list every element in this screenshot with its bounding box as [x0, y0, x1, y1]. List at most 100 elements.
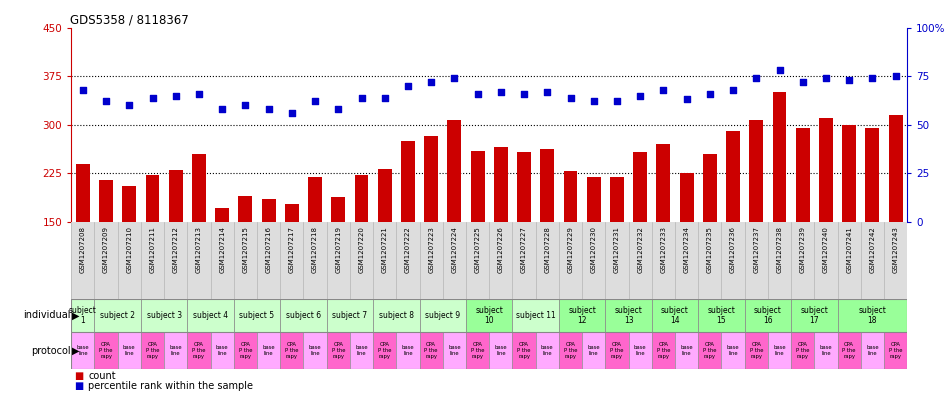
Bar [559, 299, 605, 332]
Point [400, 83, 415, 89]
Text: subject 5: subject 5 [239, 311, 275, 320]
Point [122, 102, 137, 108]
Bar [470, 151, 484, 222]
Text: GSM1207237: GSM1207237 [753, 226, 759, 273]
Text: subject
17: subject 17 [801, 306, 828, 325]
Bar [536, 332, 559, 369]
Bar [354, 175, 369, 222]
Bar [350, 332, 373, 369]
Text: CPA
P the
rapy: CPA P the rapy [100, 342, 113, 359]
Bar [582, 332, 605, 369]
Bar [280, 332, 303, 369]
Point [818, 75, 833, 81]
Bar [261, 199, 275, 222]
Text: base
line: base line [727, 345, 739, 356]
Bar [76, 163, 90, 222]
Text: CPA
P the
rapy: CPA P the rapy [238, 342, 252, 359]
Point [493, 88, 508, 95]
Bar [675, 332, 698, 369]
Point [609, 98, 624, 105]
Text: GSM1207240: GSM1207240 [823, 226, 829, 273]
Bar [145, 175, 160, 222]
Text: GDS5358 / 8118367: GDS5358 / 8118367 [70, 13, 189, 26]
Text: subject
15: subject 15 [708, 306, 735, 325]
Point [795, 79, 810, 85]
Text: base
line: base line [634, 345, 647, 356]
Bar [634, 152, 647, 222]
Text: CPA
P the
rapy: CPA P the rapy [471, 342, 484, 359]
Point [726, 86, 741, 93]
Bar [373, 332, 396, 369]
Point [888, 73, 903, 79]
Bar [703, 154, 717, 222]
Bar [517, 152, 531, 222]
Text: CPA
P the
rapy: CPA P the rapy [610, 342, 624, 359]
Text: subject
16: subject 16 [754, 306, 782, 325]
Point [377, 94, 392, 101]
Bar [280, 299, 327, 332]
Text: base
line: base line [541, 345, 554, 356]
Text: CPA
P the
rapy: CPA P the rapy [425, 342, 438, 359]
Point [586, 98, 601, 105]
Bar [216, 208, 229, 222]
Bar [629, 332, 652, 369]
Bar [652, 332, 675, 369]
Bar [373, 299, 420, 332]
Text: subject 2: subject 2 [100, 311, 135, 320]
Text: base
line: base line [495, 345, 507, 356]
Bar [447, 119, 462, 222]
Text: GSM1207236: GSM1207236 [731, 226, 736, 273]
Text: GSM1207235: GSM1207235 [707, 226, 712, 273]
Bar [257, 332, 280, 369]
Bar [169, 170, 182, 222]
Bar [466, 299, 512, 332]
Bar [94, 332, 118, 369]
Bar [327, 332, 350, 369]
Text: CPA
P the
rapy: CPA P the rapy [750, 342, 763, 359]
Text: individual: individual [23, 310, 70, 320]
Bar [512, 332, 536, 369]
Text: CPA
P the
rapy: CPA P the rapy [145, 342, 160, 359]
Text: base
line: base line [123, 345, 136, 356]
Point [261, 106, 276, 112]
Point [517, 90, 532, 97]
Bar [238, 196, 253, 222]
Point [331, 106, 346, 112]
Bar [420, 299, 466, 332]
Text: GSM1207219: GSM1207219 [335, 226, 341, 273]
Point [446, 75, 462, 81]
Bar [420, 332, 443, 369]
Point [679, 96, 694, 103]
Bar [888, 115, 902, 222]
Text: ■: ■ [74, 381, 84, 391]
Bar [652, 299, 698, 332]
Text: GSM1207215: GSM1207215 [242, 226, 248, 273]
Text: base
line: base line [169, 345, 182, 356]
Text: CPA
P the
rapy: CPA P the rapy [518, 342, 531, 359]
Text: subject 9: subject 9 [426, 311, 461, 320]
Bar [466, 332, 489, 369]
Point [238, 102, 253, 108]
Point [749, 75, 764, 81]
Bar [378, 169, 391, 222]
Point [563, 94, 579, 101]
Text: GSM1207229: GSM1207229 [567, 226, 574, 273]
Text: GSM1207214: GSM1207214 [219, 226, 225, 273]
Text: GSM1207216: GSM1207216 [266, 226, 272, 273]
Bar [861, 332, 884, 369]
Text: subject 4: subject 4 [193, 311, 228, 320]
Bar [164, 332, 187, 369]
Text: percentile rank within the sample: percentile rank within the sample [88, 381, 254, 391]
Text: GSM1207232: GSM1207232 [637, 226, 643, 273]
Text: GSM1207233: GSM1207233 [660, 226, 666, 273]
Text: GSM1207224: GSM1207224 [451, 226, 457, 273]
Text: base
line: base line [587, 345, 600, 356]
Bar [187, 332, 211, 369]
Text: GSM1207220: GSM1207220 [358, 226, 365, 273]
Bar [211, 332, 234, 369]
Text: ▶: ▶ [72, 310, 80, 320]
Text: base
line: base line [309, 345, 321, 356]
Bar [587, 176, 600, 222]
Point [145, 94, 161, 101]
Bar [489, 332, 512, 369]
